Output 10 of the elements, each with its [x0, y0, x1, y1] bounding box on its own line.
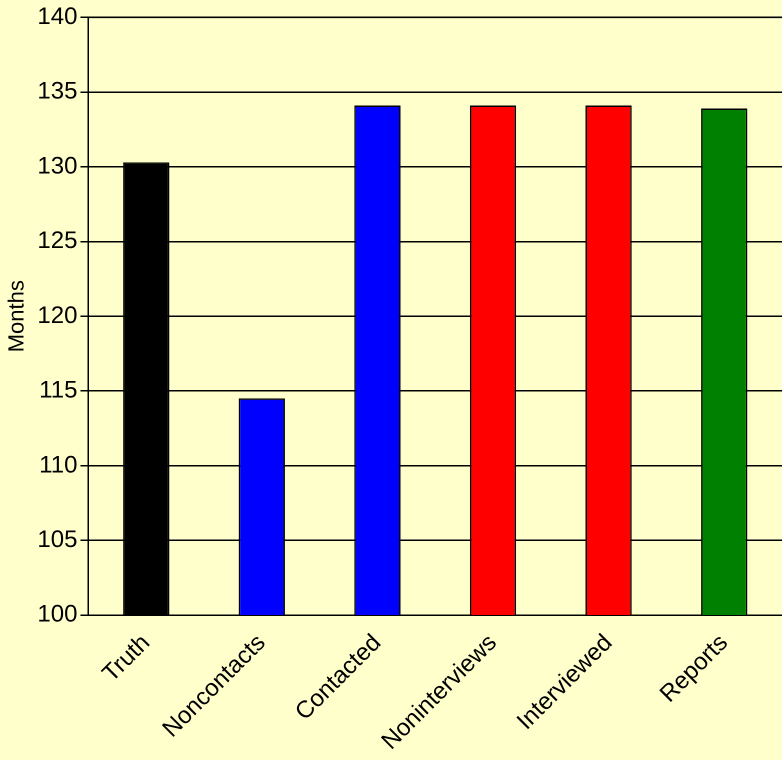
- y-tick-label: 125: [37, 227, 78, 254]
- y-tick-label: 110: [39, 451, 78, 478]
- y-tick-label: 100: [37, 600, 78, 628]
- y-tick-label: 120: [37, 302, 78, 329]
- y-tick-label: 115: [39, 376, 78, 404]
- y-tick-label: 130: [37, 152, 78, 180]
- y-tick-label: 140: [37, 3, 78, 30]
- y-tick-label: 135: [37, 78, 78, 105]
- y-axis-title: Months: [3, 280, 28, 352]
- y-tick-label: 105: [37, 526, 78, 553]
